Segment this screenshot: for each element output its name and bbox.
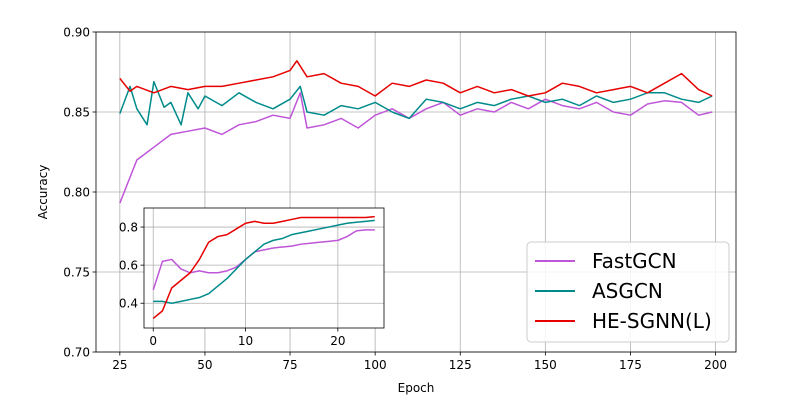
legend: FastGCN ASGCN HE-SGNN(L) [526, 241, 730, 343]
inset-x-tick-label: 10 [238, 334, 253, 348]
main-y-tick-label: 0.85 [63, 106, 90, 120]
main-x-tick-label: 75 [282, 358, 297, 372]
main-x-tick-label: 25 [112, 358, 127, 372]
main-x-tick-label: 50 [197, 358, 212, 372]
main-series-line-asgcn [119, 80, 713, 126]
inset-series-line-asgcn [153, 219, 375, 304]
main-y-tick-label: 0.70 [63, 346, 90, 360]
main-x-tick-label: 125 [449, 358, 472, 372]
main-y-tick-label: 0.75 [63, 266, 90, 280]
main-x-tick-label: 175 [619, 358, 642, 372]
y-axis-title: Accuracy [36, 165, 50, 220]
inset-y-tick-label: 0.6 [119, 259, 138, 273]
inset-axes-frame [143, 207, 385, 329]
main-series-line-he-sgnn-l [119, 60, 713, 97]
inset-panel: 0 10 20 0.4 0.6 0.8 [119, 207, 385, 348]
legend-label: FastGCN [592, 249, 677, 273]
legend-label: ASGCN [592, 279, 663, 303]
main-x-tick-label: 100 [364, 358, 387, 372]
inset-x-tick-label: 20 [330, 334, 345, 348]
main-x-tick-label: 200 [704, 358, 727, 372]
inset-series-line-he-sgnn-l [152, 215, 375, 320]
legend-box [526, 241, 730, 343]
inset-x-tick-label: 0 [149, 334, 157, 348]
inset-y-tick-label: 0.4 [119, 297, 138, 311]
inset-plot-background [144, 208, 384, 328]
x-axis-title: Epoch [398, 381, 435, 395]
main-x-tick-label: 150 [534, 358, 557, 372]
main-y-tick-label: 0.80 [63, 186, 90, 200]
inset-y-tick-label: 0.8 [119, 221, 138, 235]
legend-label: HE-SGNN(L) [592, 309, 712, 333]
main-y-tick-label: 0.90 [63, 26, 90, 40]
